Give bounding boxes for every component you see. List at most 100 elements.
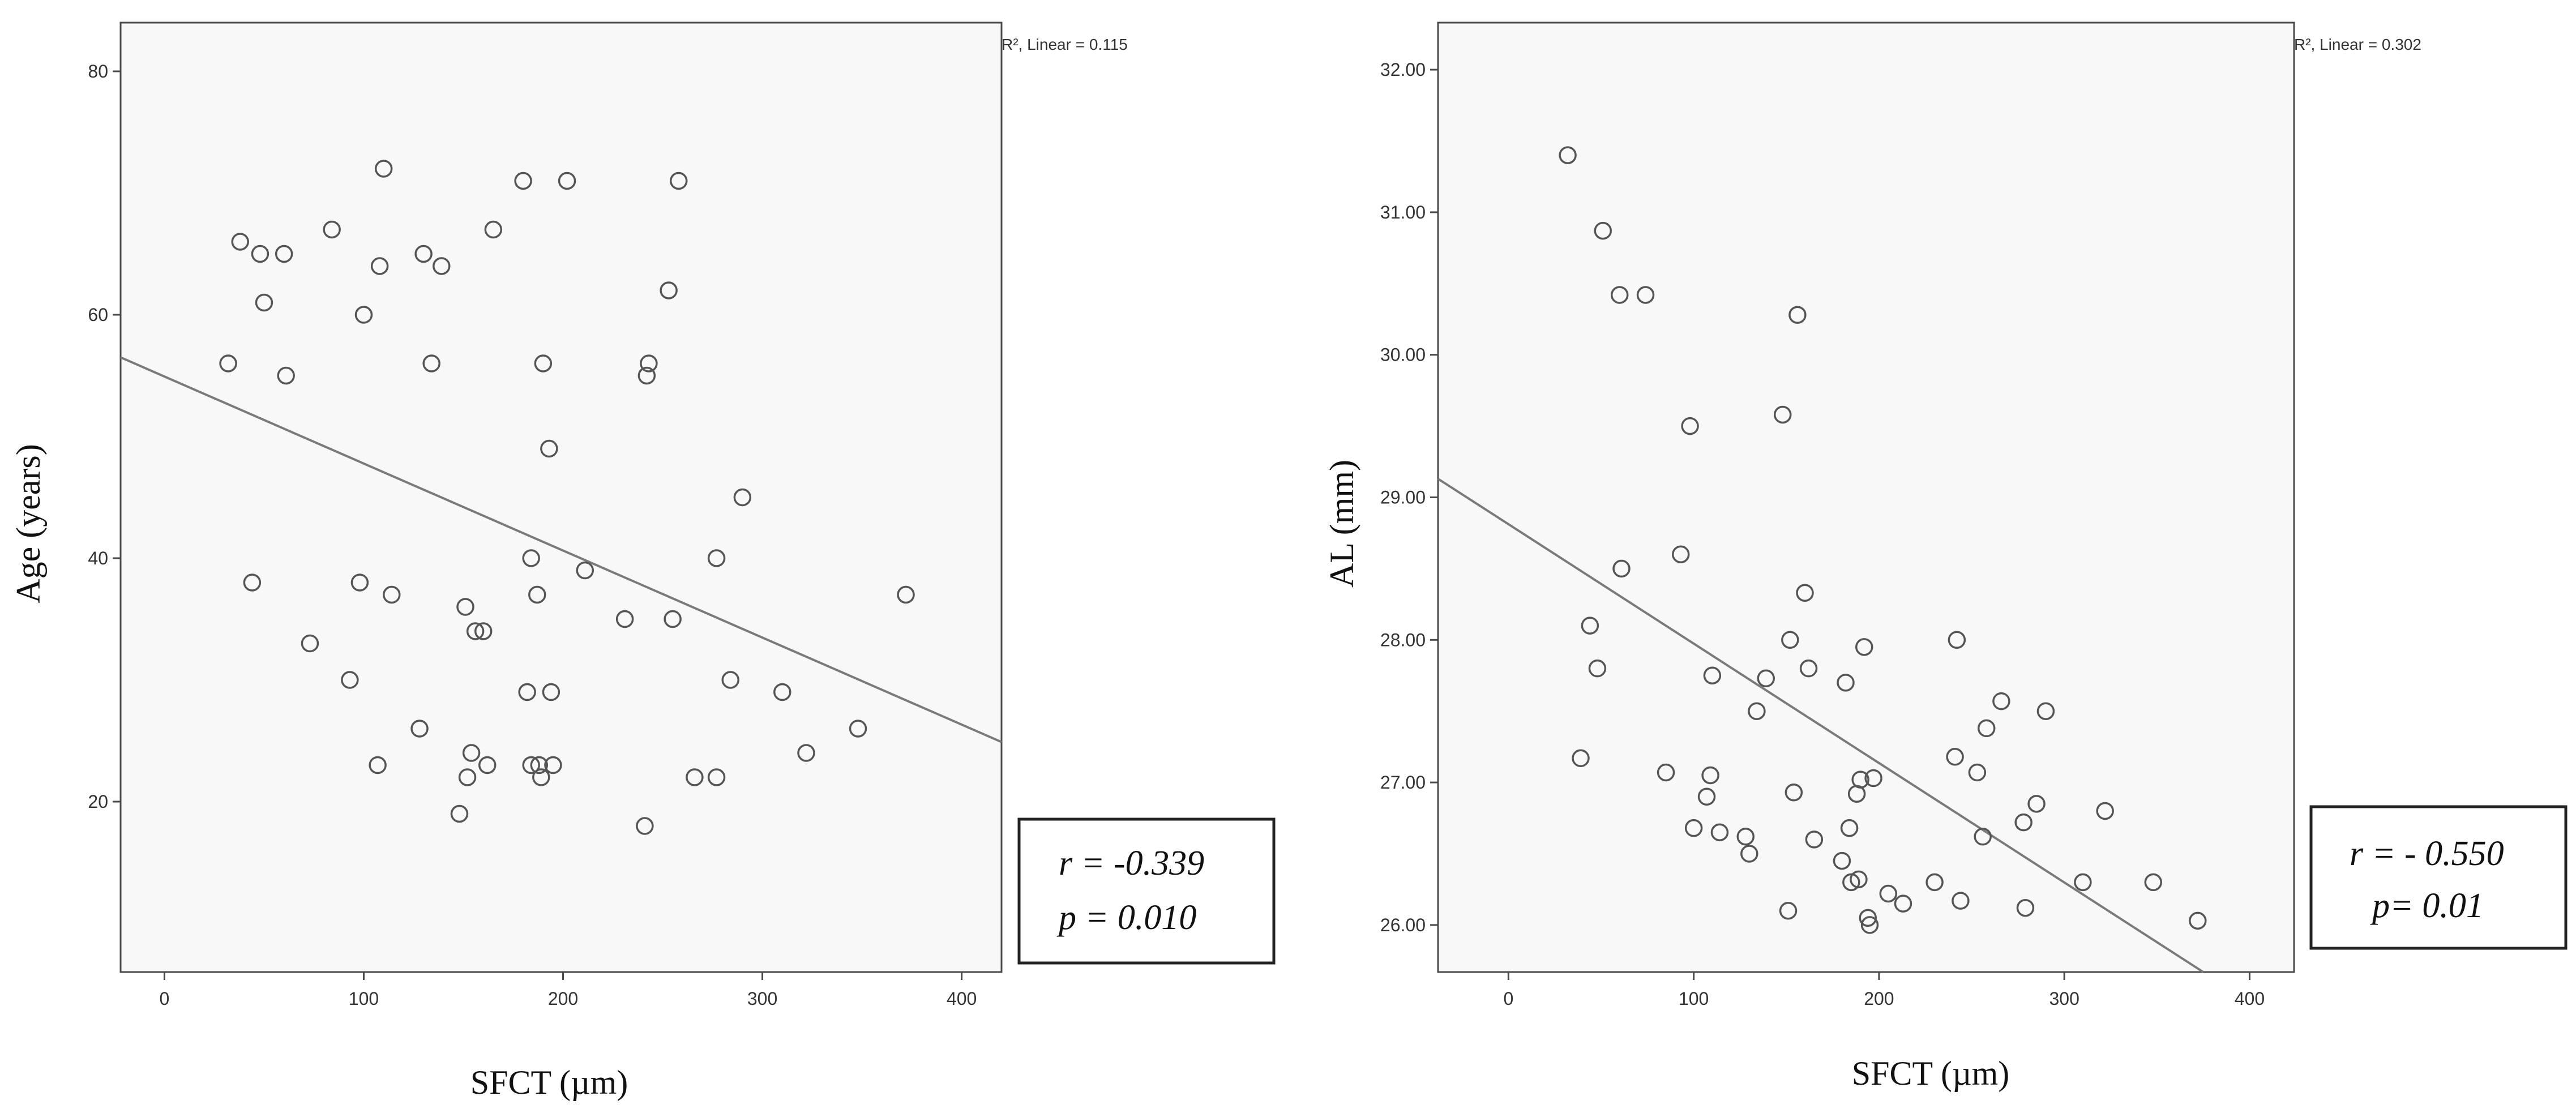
x-tick-label-age: 400 [947, 988, 977, 1009]
data-point-al [1684, 819, 1703, 837]
data-point-al [1785, 783, 1803, 802]
x-tick-label-al: 300 [2049, 988, 2079, 1009]
data-point-age [660, 281, 678, 299]
data-point-age [433, 257, 451, 275]
stats-box-age [1017, 817, 1276, 965]
data-point-age [721, 671, 739, 689]
x-tick-label-al: 0 [1503, 988, 1513, 1009]
data-point-age [558, 172, 576, 190]
data-point-age [522, 756, 540, 774]
y-tick-label-al: 30.00 [1380, 345, 1426, 365]
data-point-age [323, 220, 341, 239]
data-point-al [1925, 873, 1944, 892]
data-point-age [474, 622, 493, 640]
data-point-age [544, 756, 562, 774]
y-axis-title-age: Age (years) [10, 444, 47, 603]
chart-panel-al: 0 100 200 300 400 26.00 27.00 28.00 29.00 30.00 3… [1323, 22, 2568, 1092]
data-point-age [243, 573, 262, 592]
data-point-age [773, 683, 791, 701]
data-point-age [540, 439, 558, 458]
y-tick-label-al: 29.00 [1380, 487, 1426, 508]
stat-r-al: r = - 0.550 [2350, 834, 2504, 873]
y-ticks-age: 20 40 60 80 [88, 61, 121, 812]
data-point-age [637, 366, 656, 385]
data-point-age [542, 683, 560, 701]
y-tick-label-al: 28.00 [1380, 630, 1426, 650]
data-point-al [1864, 769, 1882, 787]
x-axis-title-al: SFCT (µm) [1852, 1055, 2010, 1092]
stats-box-al [2309, 805, 2568, 950]
x-tick-label-age: 200 [548, 988, 578, 1009]
data-point-al [1833, 851, 1851, 870]
data-point-age [462, 744, 481, 762]
data-point-al [1701, 766, 1719, 785]
stat-p-al: p= 0.01 [2370, 887, 2484, 925]
fit-line-al [1437, 478, 2204, 973]
points-age [219, 160, 915, 835]
data-point-age [219, 354, 237, 373]
y-tick-label-age: 40 [88, 548, 108, 568]
data-point-al [1736, 828, 1755, 846]
data-point-age [669, 172, 688, 190]
data-point-al [1581, 617, 1599, 635]
data-point-age [374, 160, 393, 178]
data-point-age [456, 598, 474, 616]
data-point-age [576, 561, 594, 580]
data-point-age [522, 549, 540, 567]
data-point-age [518, 683, 536, 701]
data-point-al [2036, 702, 2055, 720]
data-point-age [231, 233, 249, 251]
data-point-al [1992, 692, 2010, 710]
x-tick-label-al: 200 [1864, 988, 1894, 1009]
data-point-age [277, 366, 295, 385]
x-ticks-al: 0 100 200 300 400 [1503, 972, 2265, 1009]
y-axis-title-al: AL (mm) [1323, 460, 1360, 588]
fit-label-age: R², Linear = 0.115 [1002, 36, 1128, 53]
data-point-age [410, 720, 429, 738]
data-point-age [532, 768, 550, 786]
x-axis-title-age: SFCT (µm) [470, 1064, 628, 1101]
data-point-age [897, 585, 915, 604]
x-tick-label-age: 0 [160, 988, 170, 1009]
data-point-al [1948, 631, 1966, 649]
data-point-age [484, 220, 503, 239]
y-tick-label-age: 60 [88, 305, 108, 325]
data-point-age [255, 293, 273, 312]
data-point-al [1952, 892, 1970, 910]
stat-p-age: p = 0.010 [1056, 898, 1196, 937]
data-point-age [466, 622, 485, 640]
data-point-al [1773, 405, 1792, 424]
y-tick-label-al: 32.00 [1380, 59, 1426, 80]
data-point-age [369, 756, 387, 774]
data-point-al [2074, 873, 2092, 892]
data-point-al [1757, 669, 1775, 688]
data-point-al [1974, 828, 1992, 846]
data-point-al [1610, 286, 1629, 304]
x-tick-label-al: 100 [1679, 988, 1709, 1009]
data-point-al [2144, 873, 2163, 892]
data-point-al [2016, 898, 2035, 917]
x-tick-label-al: 400 [2235, 988, 2265, 1009]
data-point-al [1842, 873, 1860, 892]
data-point-al [1894, 894, 1912, 913]
data-point-age [686, 768, 704, 786]
data-point-age [414, 245, 433, 263]
plot-area-age [119, 22, 1003, 973]
y-tick-label-age: 80 [88, 61, 108, 82]
data-point-age [797, 744, 815, 762]
data-point-age [528, 585, 546, 604]
data-point-age [534, 354, 553, 373]
data-point-age [251, 245, 269, 263]
fit-label-al: R², Linear = 0.302 [2294, 36, 2421, 53]
data-point-al [1837, 674, 1855, 692]
data-point-al [1748, 702, 1766, 720]
data-point-al [1859, 909, 1877, 927]
data-point-age [275, 245, 293, 263]
y-tick-label-al: 31.00 [1380, 202, 1426, 222]
data-point-al [1788, 306, 1807, 324]
data-point-age [849, 720, 867, 738]
chart-panel-age: 0 100 200 300 400 20 40 60 80 R², Linear = 0.11… [10, 22, 1276, 1101]
data-point-age [354, 306, 373, 324]
x-tick-label-age: 300 [747, 988, 777, 1009]
